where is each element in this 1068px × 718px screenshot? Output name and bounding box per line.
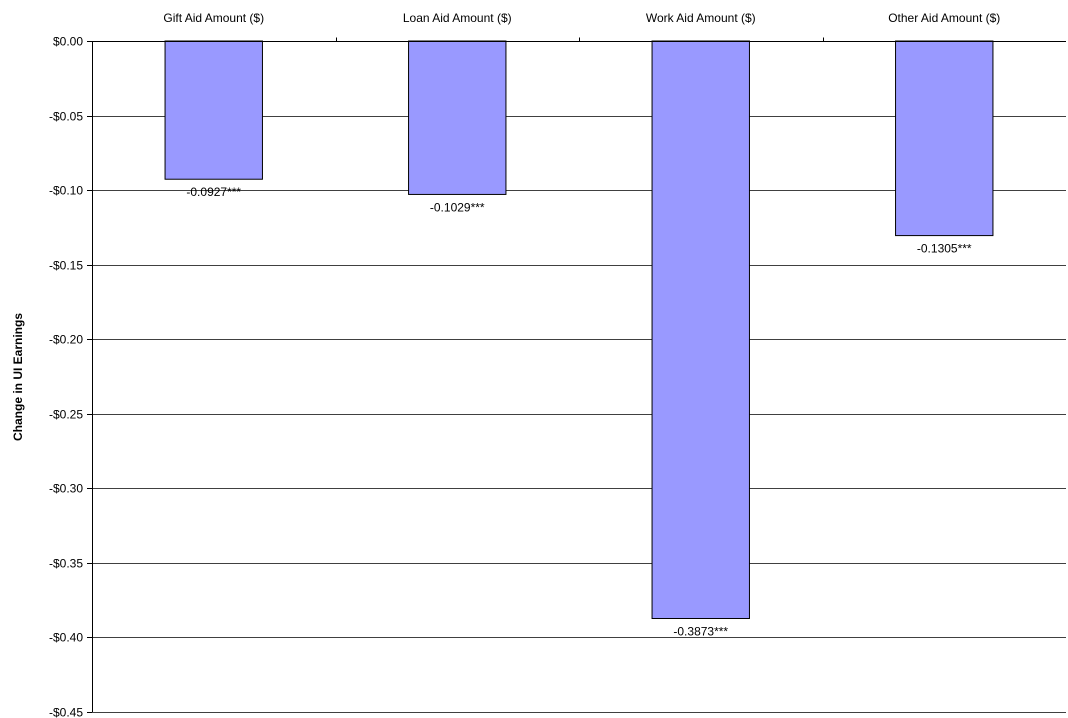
bar <box>408 40 507 195</box>
y-tick-label: -$0.25 <box>49 408 83 422</box>
y-tick-label: -$0.20 <box>49 333 83 347</box>
y-axis-title: Change in UI Earnings <box>11 313 25 441</box>
data-label: -0.1029*** <box>430 200 485 214</box>
category-labels: Gift Aid Amount ($) Loan Aid Amount ($) Wo… <box>163 11 1000 25</box>
category-label: Gift Aid Amount ($) <box>163 11 264 25</box>
y-tick-label: -$0.05 <box>49 110 83 124</box>
bars <box>164 40 994 620</box>
y-tick-label: -$0.30 <box>49 482 83 496</box>
y-tick-labels: $0.00 -$0.05 -$0.10 -$0.15 -$0.20 -$0.25 -$0.3… <box>49 35 83 718</box>
bar <box>895 40 994 237</box>
y-tick-label: -$0.45 <box>49 706 83 718</box>
axes <box>87 37 1066 713</box>
gridlines <box>92 116 1066 713</box>
data-labels: -0.0927*** -0.1029*** -0.3873*** -0.1305*** <box>186 185 972 638</box>
data-label: -0.1305*** <box>917 242 972 256</box>
y-tick-label: -$0.35 <box>49 557 83 571</box>
category-label: Work Aid Amount ($) <box>646 11 756 25</box>
bar <box>651 40 750 620</box>
y-tick-label: -$0.15 <box>49 259 83 273</box>
bar <box>164 40 263 180</box>
category-label: Other Aid Amount ($) <box>888 11 1000 25</box>
y-tick-label: -$0.40 <box>49 631 83 645</box>
y-tick-label: $0.00 <box>53 35 83 49</box>
data-label: -0.3873*** <box>673 625 728 639</box>
category-label: Loan Aid Amount ($) <box>403 11 512 25</box>
y-tick-label: -$0.10 <box>49 184 83 198</box>
data-label: -0.0927*** <box>186 185 241 199</box>
